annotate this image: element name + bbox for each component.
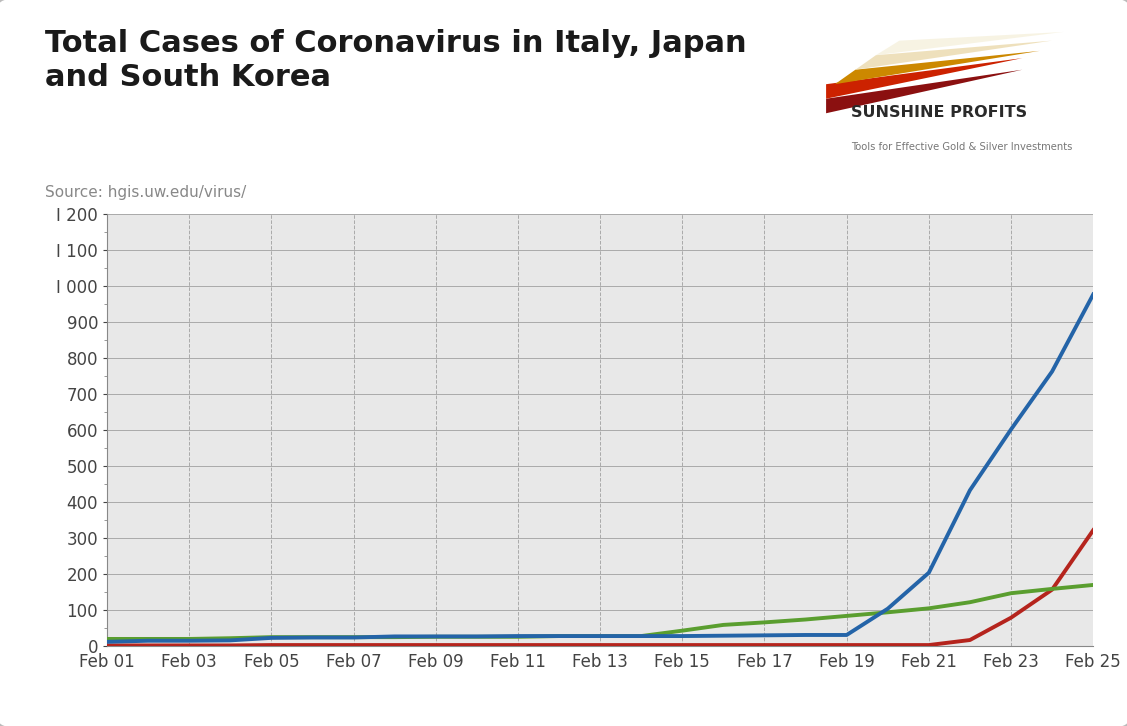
Polygon shape	[826, 58, 1022, 99]
Text: Source: hgis.uw.edu/virus/: Source: hgis.uw.edu/virus/	[45, 185, 247, 200]
Polygon shape	[826, 70, 1022, 113]
Polygon shape	[855, 41, 1051, 70]
Text: SUNSHINE PROFITS: SUNSHINE PROFITS	[851, 105, 1027, 121]
Polygon shape	[876, 32, 1064, 55]
Text: Tools for Effective Gold & Silver Investments: Tools for Effective Gold & Silver Invest…	[851, 142, 1072, 152]
Polygon shape	[835, 51, 1040, 84]
Text: Total Cases of Coronavirus in Italy, Japan
and South Korea: Total Cases of Coronavirus in Italy, Jap…	[45, 29, 747, 91]
